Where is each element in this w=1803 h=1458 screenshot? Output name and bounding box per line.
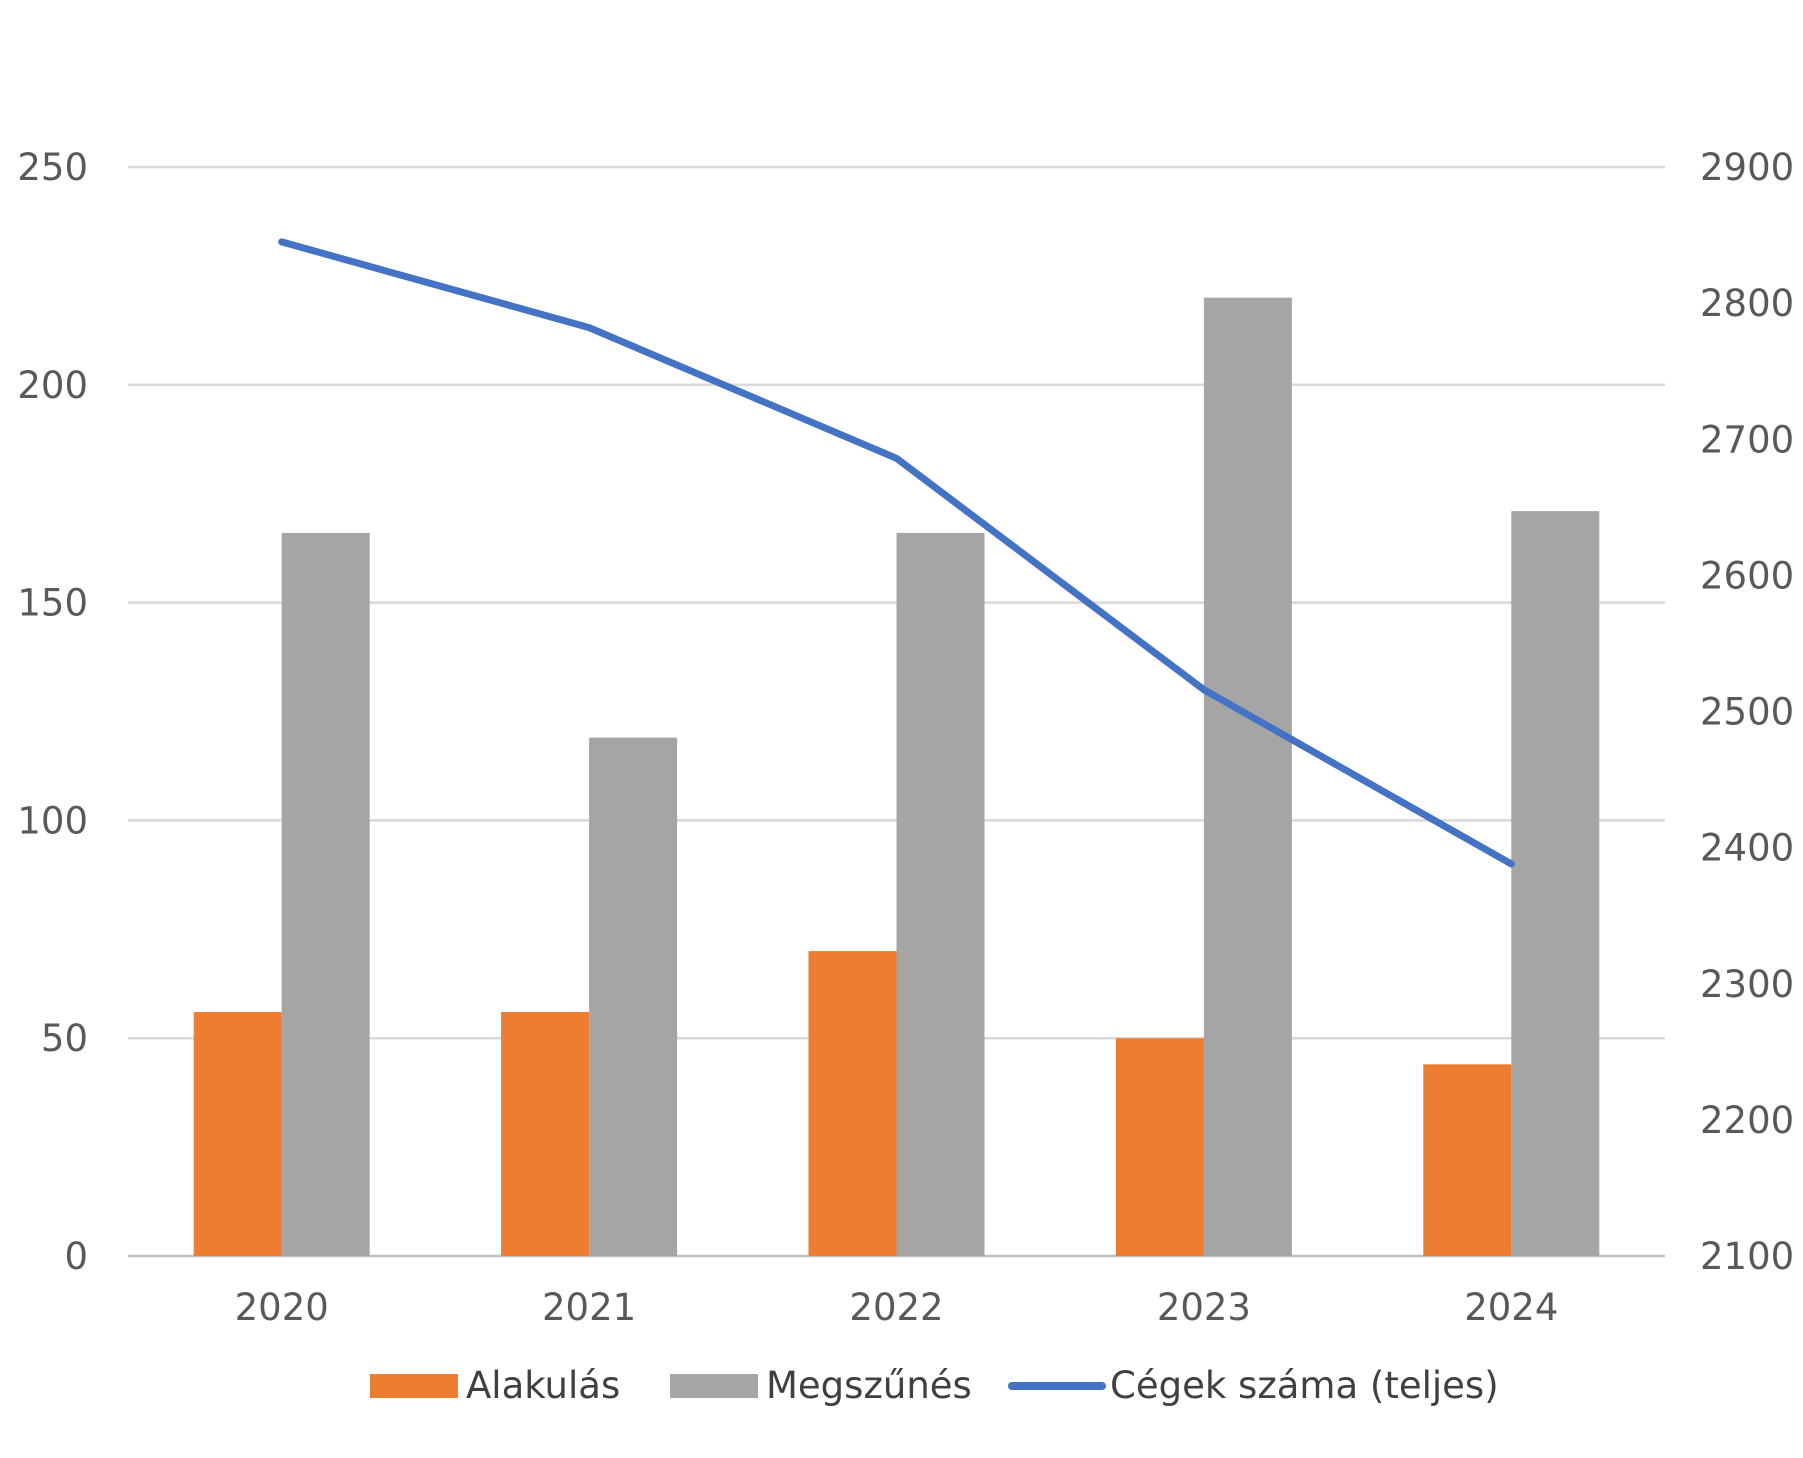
left-axis-ticks: 0 50 100 150 200 250	[17, 146, 88, 1278]
bar-megsz-n-s-2022	[896, 532, 985, 1256]
x-tick-label: 2022	[849, 1286, 943, 1329]
x-tick-label: 2021	[542, 1286, 636, 1329]
legend-swatch-0	[370, 1374, 458, 1398]
legend-label-0: Alakulás	[466, 1364, 620, 1407]
y-tick-label: 50	[41, 1017, 88, 1060]
y-tick-label: 0	[64, 1235, 88, 1278]
y2-tick-label: 2300	[1700, 963, 1794, 1006]
bar-alakul-s-2024	[1423, 1064, 1512, 1256]
y2-tick-label: 2700	[1700, 418, 1794, 461]
line-cegek-szama	[278, 238, 1515, 868]
legend-swatch-1	[670, 1374, 758, 1398]
y2-tick-label: 2400	[1700, 827, 1794, 870]
bar-alakul-s-2022	[808, 951, 897, 1256]
y-tick-label: 200	[17, 364, 88, 407]
legend: Alakulás Megszűnés Cégek száma (teljes)	[370, 1364, 1499, 1407]
y2-tick-label: 2500	[1700, 691, 1794, 734]
y2-tick-label: 2600	[1700, 554, 1794, 597]
bar-alakul-s-2023	[1115, 1038, 1204, 1256]
right-axis-ticks: 2100 2200 2300 2400 2500 2600 2700 2800 2900	[1700, 146, 1794, 1278]
y-tick-label: 250	[17, 146, 88, 189]
bars	[193, 297, 1600, 1256]
y2-tick-label: 2800	[1700, 282, 1794, 325]
y2-tick-label: 2900	[1700, 146, 1794, 189]
legend-label-2: Cégek száma (teljes)	[1110, 1364, 1499, 1407]
bar-alakul-s-2021	[501, 1012, 590, 1256]
line-series	[278, 238, 1515, 868]
y-tick-label: 150	[17, 582, 88, 625]
x-axis-ticks: 2020 2021 2022 2023 2024	[235, 1286, 1559, 1329]
y2-tick-label: 2200	[1700, 1099, 1794, 1142]
bar-megsz-n-s-2020	[281, 532, 370, 1256]
x-tick-label: 2024	[1464, 1286, 1558, 1329]
bar-alakul-s-2020	[193, 1012, 282, 1256]
x-tick-label: 2020	[235, 1286, 329, 1329]
y2-tick-label: 2100	[1700, 1235, 1794, 1278]
legend-label-1: Megszűnés	[766, 1364, 972, 1407]
bar-megsz-n-s-2024	[1511, 511, 1600, 1256]
bar-megsz-n-s-2021	[589, 737, 678, 1256]
bar-megsz-n-s-2023	[1203, 297, 1292, 1256]
x-tick-label: 2023	[1157, 1286, 1251, 1329]
y-tick-label: 100	[17, 799, 88, 842]
